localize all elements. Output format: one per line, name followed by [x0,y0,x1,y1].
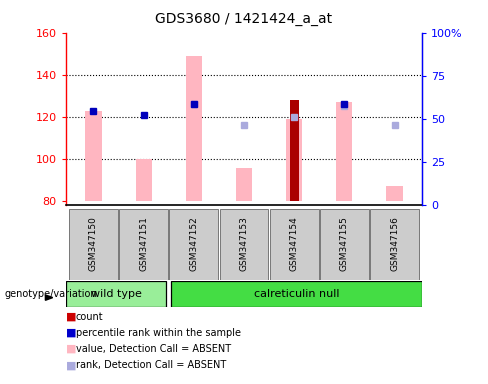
Text: wild type: wild type [91,289,142,299]
Text: calreticulin null: calreticulin null [254,289,340,299]
Text: GSM347154: GSM347154 [290,217,299,271]
Text: ■: ■ [66,360,77,370]
Bar [320,209,369,280]
Text: rank, Detection Call = ABSENT: rank, Detection Call = ABSENT [76,360,226,370]
Polygon shape [45,295,53,300]
Text: genotype/variation: genotype/variation [5,289,98,299]
Text: value, Detection Call = ABSENT: value, Detection Call = ABSENT [76,344,231,354]
Text: count: count [76,312,103,322]
Text: ■: ■ [66,328,77,338]
Bar [136,159,152,201]
Text: GSM347153: GSM347153 [240,217,248,271]
Bar [236,167,252,201]
Bar [290,100,299,201]
Bar [370,209,419,280]
Bar [286,119,302,201]
Text: percentile rank within the sample: percentile rank within the sample [76,328,241,338]
Bar [220,209,268,280]
Bar [85,111,102,201]
Text: GSM347155: GSM347155 [340,217,349,271]
Text: GSM347152: GSM347152 [189,217,198,271]
Text: ■: ■ [66,312,77,322]
Text: GSM347156: GSM347156 [390,217,399,271]
Text: GDS3680 / 1421424_a_at: GDS3680 / 1421424_a_at [156,12,332,25]
Bar [66,281,166,307]
Bar [169,209,218,280]
Bar [336,102,352,201]
Text: GSM347151: GSM347151 [139,217,148,271]
Bar [69,209,118,280]
Bar [270,209,319,280]
Bar [171,281,422,307]
Bar [119,209,168,280]
Text: ■: ■ [66,344,77,354]
Bar [186,56,202,201]
Bar [386,187,403,201]
Text: GSM347150: GSM347150 [89,217,98,271]
